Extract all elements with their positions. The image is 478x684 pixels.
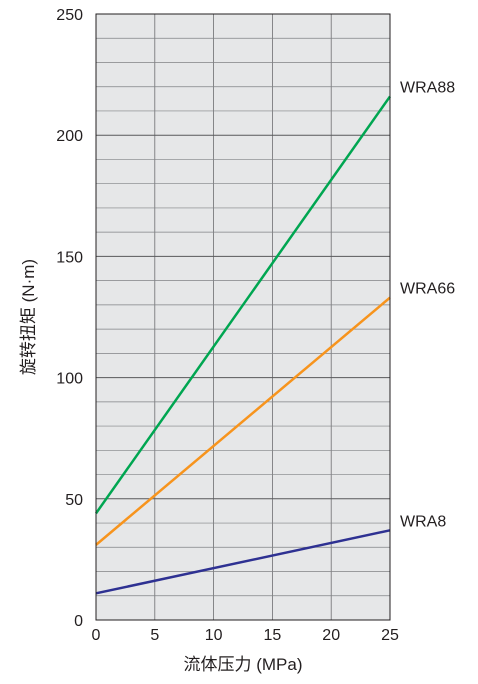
x-axis-title: 流体压力 (MPa) [184, 655, 303, 674]
series-label-wra8: WRA8 [400, 513, 446, 530]
x-tick-label: 25 [381, 627, 399, 644]
x-tick-label: 15 [264, 627, 282, 644]
series-line-wra88 [94, 95, 392, 515]
series-label-wra66: WRA66 [400, 281, 455, 298]
x-tick-labels: 0 5 10 15 20 25 [92, 627, 399, 644]
y-axis-title: 旋转扭矩 (N·m) [19, 259, 38, 375]
y-tick-label: 100 [56, 371, 83, 388]
y-tick-label: 50 [65, 492, 83, 509]
y-tick-label: 250 [56, 7, 83, 24]
x-tick-label: 0 [92, 627, 101, 644]
grid-lines [96, 14, 390, 620]
plot-border [95, 13, 391, 621]
x-tick-label: 10 [205, 627, 223, 644]
series-line-wra8 [95, 529, 391, 595]
series-lines [94, 95, 392, 595]
x-tick-label: 5 [150, 627, 159, 644]
y-tick-label: 150 [56, 249, 83, 266]
y-tick-label: 200 [56, 128, 83, 145]
series-line-wra66 [95, 296, 391, 546]
series-label-wra88: WRA88 [400, 79, 455, 96]
plot-background [96, 14, 390, 620]
y-tick-label: 0 [74, 613, 83, 630]
x-tick-label: 20 [322, 627, 340, 644]
y-tick-labels: 0 50 100 150 200 250 [56, 7, 83, 630]
series-labels: WRA88 WRA66 WRA8 [400, 79, 455, 530]
